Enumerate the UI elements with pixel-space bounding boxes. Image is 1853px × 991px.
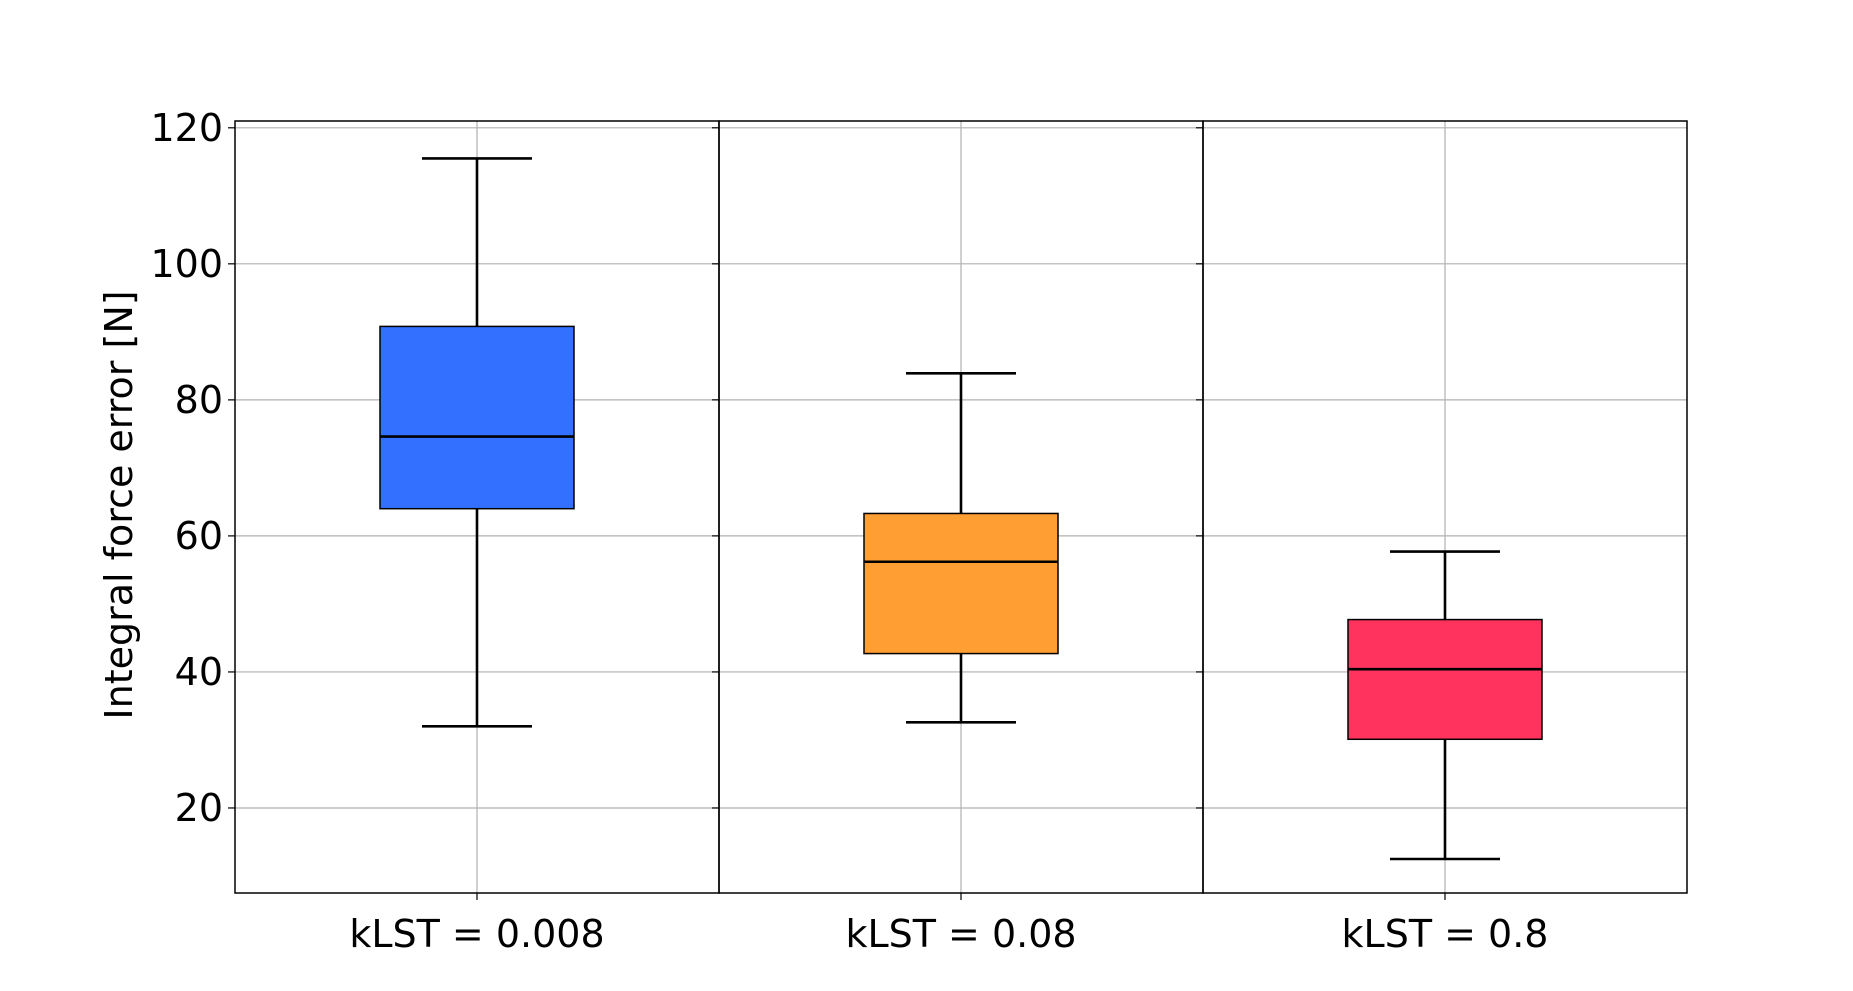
- y-axis-title: Integral force error [N]: [97, 290, 141, 719]
- y-tick-label: 20: [175, 786, 223, 830]
- y-tick-label: 60: [175, 514, 223, 558]
- box-3: [1347, 618, 1543, 741]
- x-tick-label: kLST = 0.8: [1342, 912, 1549, 956]
- y-tick-label: 80: [175, 378, 223, 422]
- y-tick-label: 100: [150, 242, 223, 286]
- boxes-layer: [379, 157, 1543, 861]
- ticks-layer: 20 40 60 80 100 120 kLST = 0.008 kLST = 0.08 kLS…: [150, 106, 1548, 956]
- box-1: [379, 325, 575, 510]
- y-tick-label: 40: [175, 650, 223, 694]
- box-2: [863, 512, 1059, 655]
- y-tick-label: 120: [150, 106, 223, 150]
- x-tick-label: kLST = 0.008: [349, 912, 604, 956]
- x-tick-label: kLST = 0.08: [845, 912, 1076, 956]
